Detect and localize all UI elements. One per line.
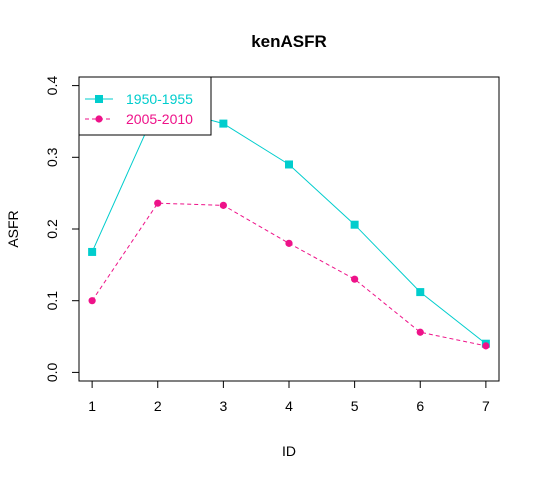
series-1-point-5: [350, 220, 359, 229]
series-2-point-4: [285, 239, 293, 247]
x-tick-label-7: 7: [482, 398, 490, 414]
legend-label-1: 1950-1955: [126, 91, 193, 107]
y-tick-label-2: 0.1: [44, 291, 60, 311]
y-axis-label: ASFR: [5, 210, 21, 247]
legend-marker-1: [95, 95, 103, 103]
series-layer: [88, 101, 490, 350]
legend: 1950-1955 2005-2010: [78, 76, 212, 136]
series-2-point-3: [219, 201, 227, 209]
chart-title: kenASFR: [251, 32, 327, 51]
x-tick-label-1: 1: [88, 398, 96, 414]
series-1-point-3: [219, 119, 228, 128]
x-axis: 1 2 3 4 5 6 7: [88, 380, 490, 414]
series-1-point-6: [416, 288, 425, 297]
series-2-point-2: [154, 199, 162, 207]
series-2-point-7: [482, 342, 490, 350]
y-tick-label-1: 0.0: [44, 362, 60, 382]
x-tick-label-4: 4: [285, 398, 293, 414]
series-2-point-1: [88, 297, 96, 305]
x-tick-label-3: 3: [219, 398, 227, 414]
legend-box: [78, 76, 212, 136]
legend-marker-2: [95, 115, 103, 123]
x-tick-label-6: 6: [416, 398, 424, 414]
y-axis: 0.0 0.1 0.2 0.3 0.4: [44, 76, 80, 382]
series-1-point-4: [285, 160, 293, 169]
series-line-1: [91, 105, 487, 345]
series-1: [88, 101, 490, 348]
y-tick-label-5: 0.4: [44, 76, 60, 96]
x-axis-label: ID: [282, 443, 296, 459]
series-2-point-5: [351, 275, 359, 283]
legend-label-2: 2005-2010: [126, 111, 193, 127]
x-tick-label-5: 5: [351, 398, 359, 414]
x-tick-label-2: 2: [154, 398, 162, 414]
series-2: [88, 199, 490, 350]
y-tick-label-3: 0.2: [44, 219, 60, 239]
series-line-2: [91, 202, 486, 347]
series-2-point-6: [416, 328, 424, 336]
series-1-point-1: [88, 247, 97, 256]
y-tick-label-4: 0.3: [44, 147, 60, 167]
